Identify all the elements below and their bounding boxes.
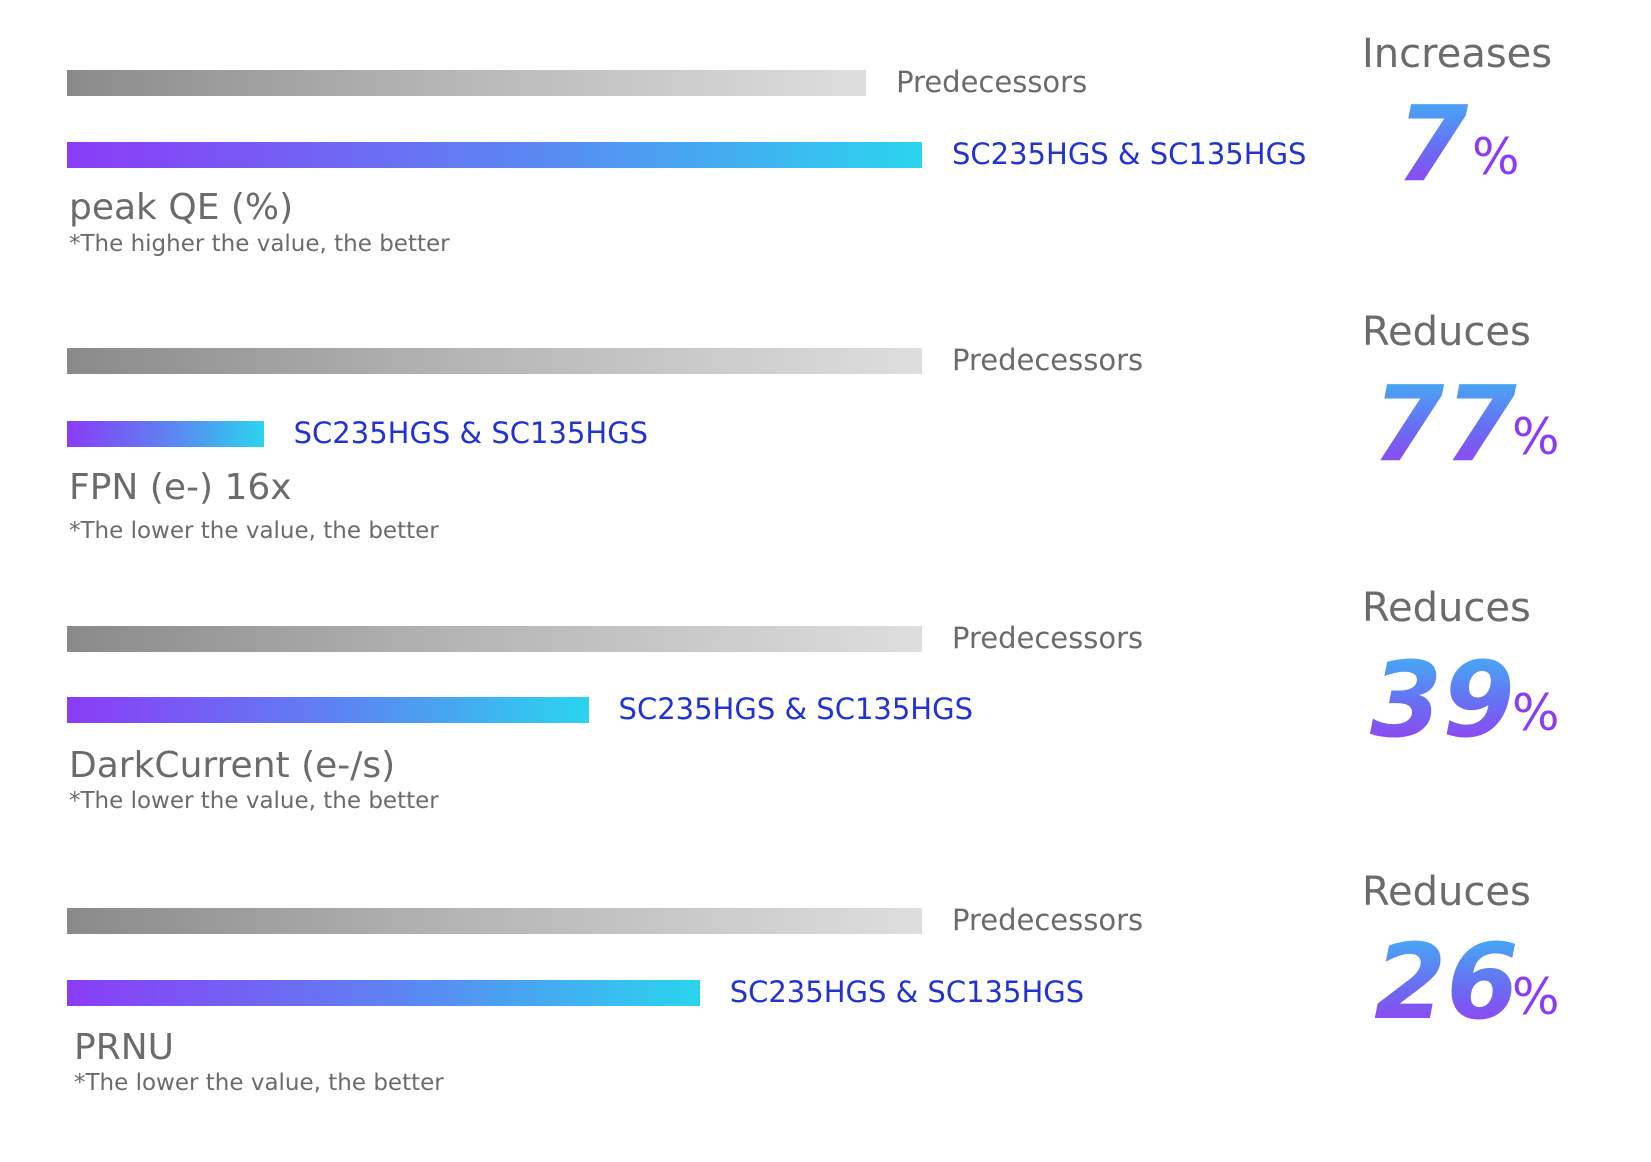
bar-predecessors <box>67 908 922 934</box>
bar-label-predecessors: Predecessors <box>952 621 1144 655</box>
change-unit: % <box>1512 408 1560 466</box>
change-word: Reduces <box>1362 309 1531 355</box>
metric-note: *The lower the value, the better <box>69 518 439 544</box>
change-unit: % <box>1472 128 1520 186</box>
bar-new-sensor <box>67 421 264 447</box>
change-word: Reduces <box>1362 869 1531 915</box>
bar-label-predecessors: Predecessors <box>952 903 1144 937</box>
bar-label-new-sensor: SC235HGS & SC135HGS <box>293 416 649 450</box>
bar-label-predecessors: Predecessors <box>952 343 1144 377</box>
bar-predecessors <box>67 626 922 652</box>
change-value: 77 <box>1372 363 1517 485</box>
bar-new-sensor <box>67 980 700 1006</box>
bar-predecessors <box>67 70 867 96</box>
bar-label-new-sensor: SC235HGS & SC135HGS <box>729 975 1085 1009</box>
change-value: 7 <box>1396 83 1469 205</box>
metric-name: peak QE (%) <box>69 187 294 228</box>
change-value: 26 <box>1374 921 1519 1043</box>
metric-note: *The higher the value, the better <box>69 231 450 257</box>
metric-note: *The lower the value, the better <box>74 1070 444 1096</box>
change-unit: % <box>1512 968 1560 1026</box>
change-value: 39 <box>1370 639 1515 761</box>
metric-name: DarkCurrent (e-/s) <box>69 745 396 786</box>
metric-note: *The lower the value, the better <box>69 788 439 814</box>
bar-label-new-sensor: SC235HGS & SC135HGS <box>952 137 1307 171</box>
change-unit: % <box>1512 684 1560 742</box>
change-word: Increases <box>1362 31 1553 77</box>
bar-predecessors <box>67 348 922 374</box>
bar-new-sensor <box>67 697 589 723</box>
metric-name: FPN (e-) 16x <box>69 467 292 508</box>
metric-name: PRNU <box>74 1027 175 1068</box>
bar-label-new-sensor: SC235HGS & SC135HGS <box>618 692 973 726</box>
change-word: Reduces <box>1362 585 1531 631</box>
bar-label-predecessors: Predecessors <box>896 65 1088 99</box>
bar-new-sensor <box>67 142 922 168</box>
